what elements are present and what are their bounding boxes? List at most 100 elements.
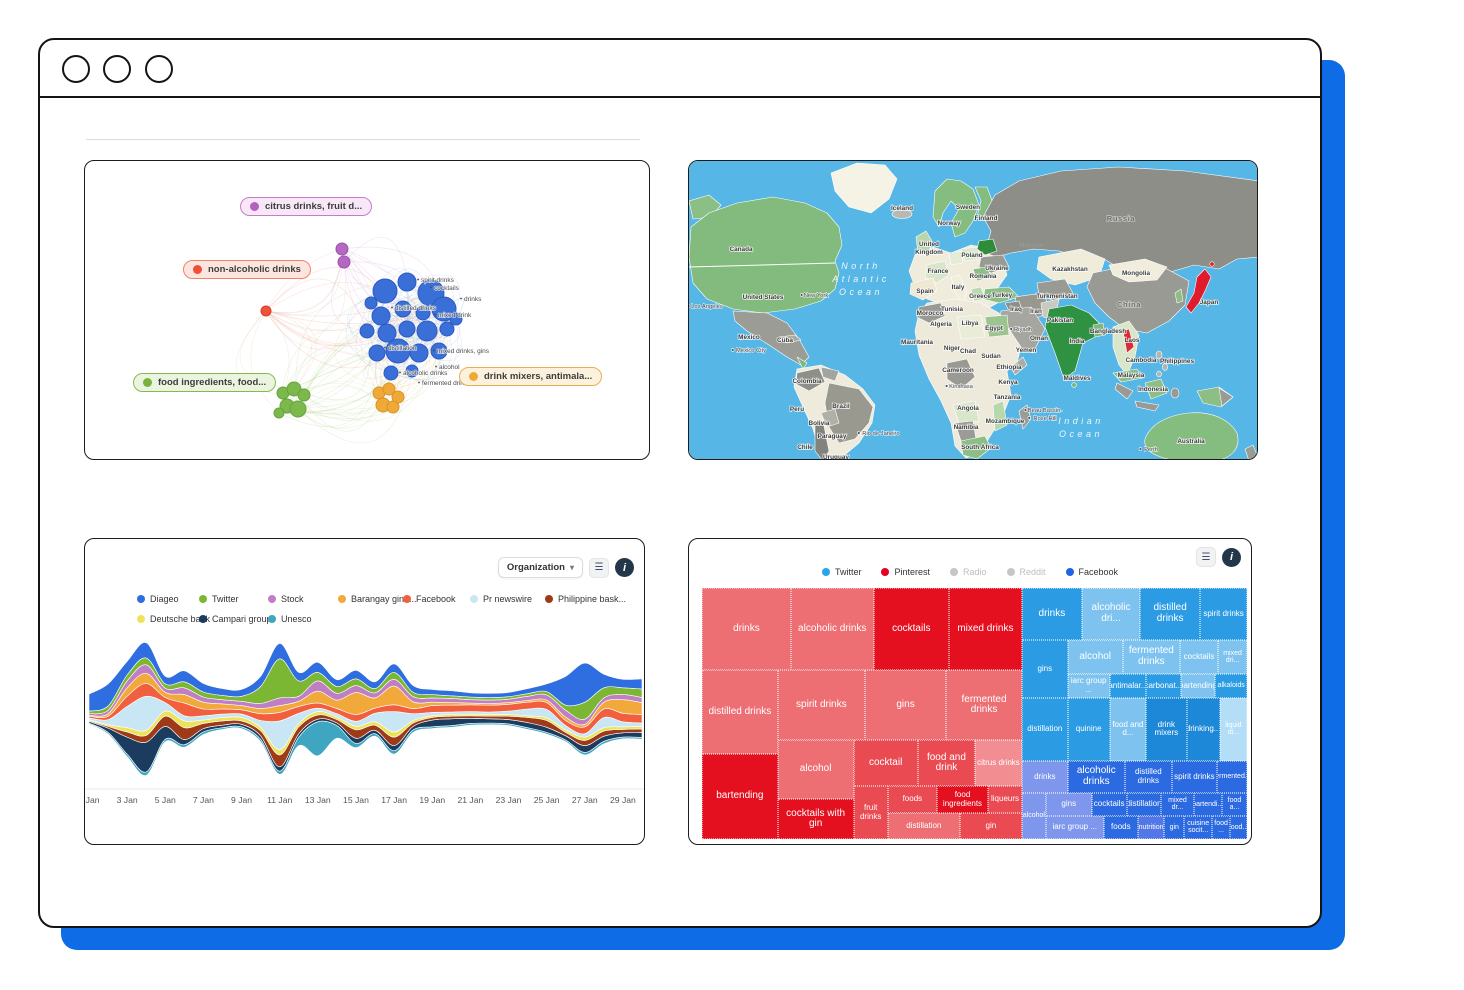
treemap-cell[interactable]: alcoholic drinks [1067,760,1125,793]
graph-node-drinks-topics[interactable] [409,343,429,363]
cluster-tag[interactable]: citrus drinks, fruit d... [240,197,373,216]
graph-node-drinks-topics[interactable] [364,296,378,310]
window-close-button[interactable] [62,55,90,83]
graph-node-non-alcoholic-drinks[interactable] [260,305,272,317]
treemap-cell[interactable]: fruit drinks [853,786,888,839]
treemap-cell[interactable]: alcoholic dri... [1081,588,1141,640]
treemap-cell[interactable]: spirit drinks [1171,760,1218,793]
graph-node-food-ingredients[interactable] [273,407,285,419]
treemap-cell[interactable]: food a... [1221,792,1247,816]
treemap-cell[interactable]: distilled drinks [1140,588,1201,640]
list-view-button[interactable]: ☰ [1196,547,1216,567]
treemap-cell[interactable]: spirit drinks [777,670,865,741]
graph-node-drinks-topics[interactable] [359,323,375,339]
treemap-legend-item-Reddit[interactable]: Reddit [1006,567,1046,577]
treemap-cell[interactable]: food and d... [1109,697,1147,761]
treemap-cell[interactable]: alcoholic drinks [790,588,874,671]
graph-node-drinks-topics[interactable] [431,296,457,322]
graph-node-drink-mixers[interactable] [382,382,396,396]
treemap-cell[interactable]: cuisine socit... [1184,815,1213,839]
treemap-cell[interactable]: drinking... [1186,697,1220,761]
treemap-cell[interactable]: gins [1045,792,1092,816]
treemap-cell[interactable]: liquid di... [1219,697,1247,761]
graph-node-drinks-topics[interactable] [397,272,417,292]
graph-node-food-ingredients[interactable] [297,388,311,402]
treemap-cell[interactable]: nutrition [1138,815,1165,839]
treemap-chart[interactable]: drinks alcoholic drinks cocktails mixed dri… [702,588,1247,839]
treemap-cell[interactable]: alcohol [1021,792,1046,839]
graph-node-citrus-drinks[interactable] [335,242,349,256]
window-maximize-button[interactable] [145,55,173,83]
graph-node-drinks-topics[interactable] [398,320,416,338]
graph-node-drinks-topics[interactable] [383,365,399,381]
treemap-cell[interactable]: bartending [1180,673,1216,698]
streamgraph-chart[interactable]: 1 Jan 3 Jan 5 Jan 7 Jan 9 Jan 11 Jan 13 Jan 15 … [85,539,645,845]
cluster-tag[interactable]: non-alcoholic drinks [183,260,311,279]
treemap-cell[interactable]: cocktails [873,588,949,671]
graph-node-drinks-topics[interactable] [372,278,398,304]
graph-node-drinks-topics[interactable] [377,323,397,343]
treemap-cell[interactable]: alcohol [1067,639,1123,674]
legend-item-Unesco[interactable]: Unesco [268,614,312,624]
info-button[interactable]: i [1222,547,1241,567]
graph-node-drinks-topics[interactable] [394,300,412,318]
legend-item-Stock[interactable]: Stock [268,594,304,604]
cluster-tag[interactable]: food ingredients, food... [133,373,277,392]
treemap-cell[interactable]: iarc group ... [1045,815,1104,839]
treemap-cell[interactable]: cocktail [853,740,918,787]
treemap-cell[interactable]: drinks [702,588,791,671]
treemap-cell[interactable]: food... [1230,815,1247,839]
treemap-cell[interactable]: drinks [1021,760,1068,793]
treemap-cell[interactable]: food and drink [917,740,976,787]
treemap-cell[interactable]: antimalar... [1109,673,1147,698]
graph-node-citrus-drinks[interactable] [337,255,351,269]
treemap-cell[interactable]: fermented drinks [1122,639,1180,674]
treemap-cell[interactable]: drink mixers [1146,697,1187,761]
legend-item-Campari group[interactable]: Campari group [199,614,272,624]
graph-node-drinks-topics[interactable] [405,364,419,378]
graph-node-drinks-topics[interactable] [416,320,438,342]
treemap-cell[interactable]: cocktails with gin [777,799,854,839]
cluster-tag[interactable]: drink mixers, antimala... [459,367,603,386]
graph-node-drinks-topics[interactable] [449,312,463,326]
treemap-cell[interactable]: food ... [1212,815,1231,839]
treemap-cell[interactable]: gin [1164,815,1185,839]
graph-node-drinks-topics[interactable] [415,305,431,321]
treemap-cell[interactable]: distilled drinks [1124,760,1172,793]
treemap-cell[interactable]: mixed dr... [1161,792,1194,816]
treemap-cell[interactable]: gins [1021,639,1068,698]
treemap-cell[interactable]: food ingredients [936,786,989,814]
legend-item-Barangay gine...[interactable]: Barangay gine... [338,594,417,604]
treemap-cell[interactable]: mixed dri... [1218,639,1247,674]
legend-item-Diageo[interactable]: Diageo [137,594,179,604]
treemap-cell[interactable]: distillation [1021,697,1068,761]
treemap-cell[interactable]: quinine [1067,697,1110,761]
graph-node-drinks-topics[interactable] [430,342,448,360]
legend-item-Facebook[interactable]: Facebook [403,594,456,604]
treemap-legend-item-Facebook[interactable]: Facebook [1065,567,1118,577]
treemap-cell[interactable]: bartending [702,754,778,839]
treemap-cell[interactable]: citrus drinks [975,740,1022,787]
legend-item-Pr newswire[interactable]: Pr newswire [470,594,532,604]
treemap-cell[interactable]: cocktails [1179,639,1219,674]
treemap-cell[interactable]: iarc group ... [1067,673,1110,698]
graph-node-food-ingredients[interactable] [286,381,302,397]
graph-node-food-ingredients[interactable] [289,400,307,418]
world-choropleth-map[interactable]: Canada United States Mexico Cuba Colombia Per… [689,161,1258,460]
graph-node-drinks-topics[interactable] [371,306,391,326]
treemap-cell[interactable]: fermented... [1217,760,1247,793]
treemap-cell[interactable]: distillation [887,813,960,839]
graph-node-drink-mixers[interactable] [386,400,400,414]
graph-node-drinks-topics[interactable] [368,344,386,362]
treemap-cell[interactable]: fermented drinks [946,670,1022,741]
legend-item-Philippine bask...[interactable]: Philippine bask... [545,594,626,604]
treemap-cell[interactable]: spirit drinks [1200,588,1247,640]
treemap-legend-item-Pinterest[interactable]: Pinterest [881,567,930,577]
treemap-cell[interactable]: carbonat... [1146,673,1181,698]
treemap-cell[interactable]: gin [959,813,1022,839]
stream-series-Diageo[interactable] [88,642,643,712]
window-minimize-button[interactable] [103,55,131,83]
treemap-cell[interactable]: distillation [1126,792,1162,816]
treemap-cell[interactable]: foods [1103,815,1138,839]
